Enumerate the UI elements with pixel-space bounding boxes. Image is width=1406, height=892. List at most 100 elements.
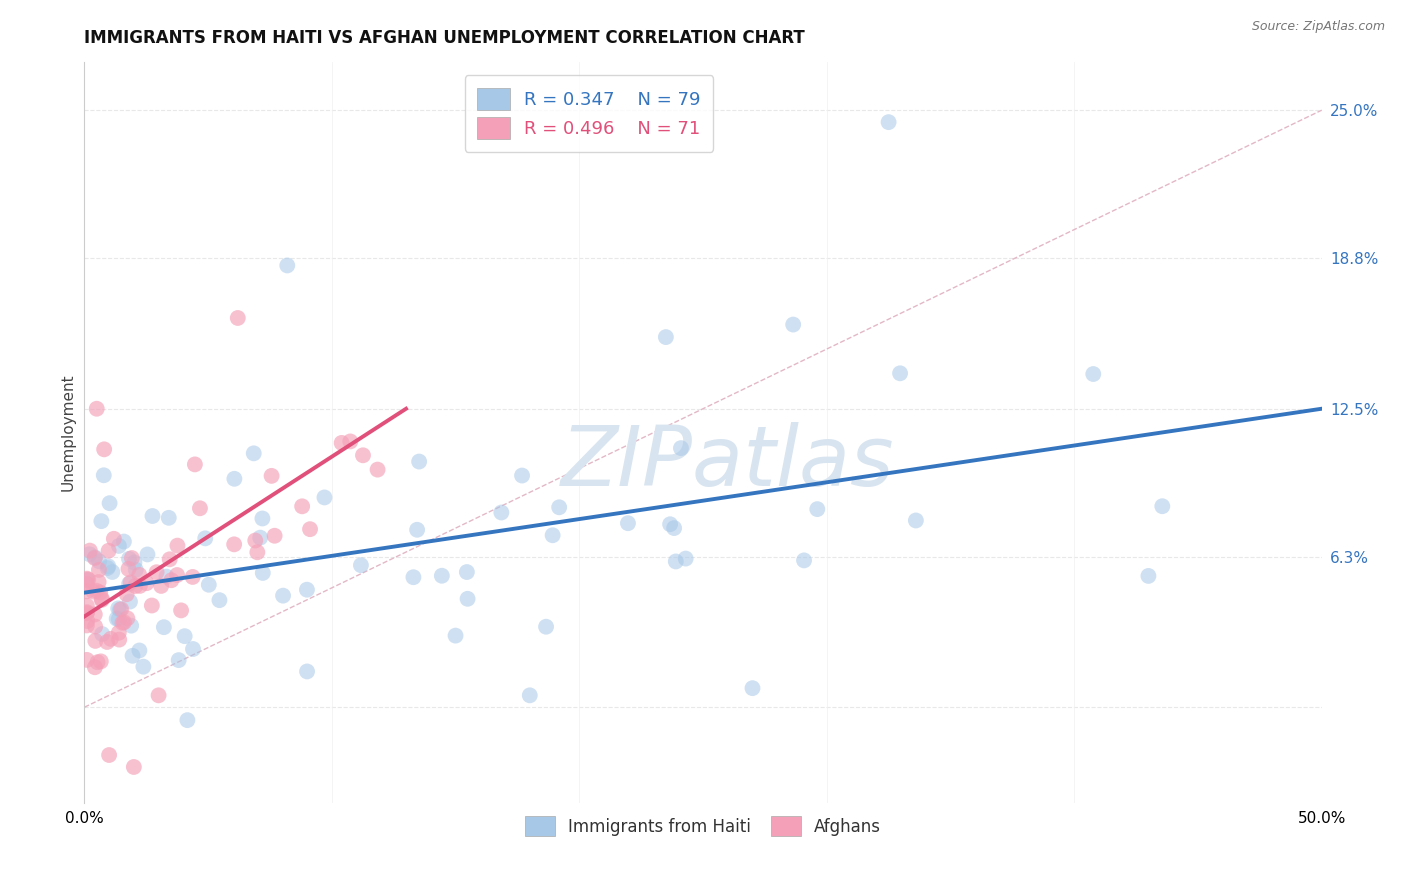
Y-axis label: Unemployment: Unemployment xyxy=(60,374,76,491)
Point xyxy=(77,573,100,587)
Point xyxy=(430,568,453,582)
Point xyxy=(108,539,131,553)
Point xyxy=(100,632,122,646)
Point xyxy=(208,593,231,607)
Point xyxy=(806,502,828,516)
Point xyxy=(889,366,911,380)
Point xyxy=(118,551,141,566)
Point xyxy=(90,654,112,668)
Point xyxy=(125,563,148,577)
Point xyxy=(675,551,697,566)
Point xyxy=(79,547,101,561)
Point xyxy=(541,528,564,542)
Point xyxy=(84,550,107,565)
Point xyxy=(330,436,353,450)
Legend: Immigrants from Haiti, Afghans: Immigrants from Haiti, Afghans xyxy=(515,806,891,847)
Point xyxy=(184,458,207,472)
Point xyxy=(491,506,513,520)
Point xyxy=(76,577,98,591)
Point xyxy=(107,625,129,640)
Point xyxy=(76,572,98,586)
Point xyxy=(103,532,125,546)
Point xyxy=(352,448,374,462)
Point xyxy=(141,508,163,523)
Point xyxy=(276,259,298,273)
Point xyxy=(79,543,101,558)
Point xyxy=(1137,569,1160,583)
Point xyxy=(112,534,135,549)
Point xyxy=(117,562,139,576)
Text: Source: ZipAtlas.com: Source: ZipAtlas.com xyxy=(1251,20,1385,33)
Point xyxy=(118,576,141,591)
Point xyxy=(105,612,128,626)
Point xyxy=(665,554,688,568)
Point xyxy=(120,575,142,590)
Point xyxy=(904,513,927,527)
Point xyxy=(150,579,173,593)
Point xyxy=(97,561,120,575)
Point xyxy=(107,612,129,626)
Point xyxy=(406,523,429,537)
Point xyxy=(160,573,183,587)
Point xyxy=(96,635,118,649)
Text: ZIPatlas: ZIPatlas xyxy=(561,422,894,503)
Point xyxy=(782,318,804,332)
Point xyxy=(86,655,108,669)
Point xyxy=(87,574,110,589)
Point xyxy=(291,500,314,514)
Point xyxy=(83,607,105,622)
Point xyxy=(1083,367,1105,381)
Point xyxy=(76,606,98,620)
Point xyxy=(617,516,640,531)
Point xyxy=(90,593,112,607)
Point xyxy=(519,689,541,703)
Point xyxy=(793,553,815,567)
Point xyxy=(91,592,114,607)
Point xyxy=(155,569,177,583)
Point xyxy=(655,330,678,344)
Point xyxy=(153,620,176,634)
Point xyxy=(350,558,373,573)
Point xyxy=(76,653,98,667)
Point xyxy=(89,554,111,568)
Point xyxy=(877,115,900,129)
Point xyxy=(260,468,283,483)
Point xyxy=(98,496,121,510)
Point xyxy=(76,614,98,628)
Point xyxy=(76,618,98,632)
Point xyxy=(534,620,557,634)
Point xyxy=(115,587,138,601)
Point xyxy=(548,500,571,515)
Point xyxy=(159,552,181,566)
Point xyxy=(173,629,195,643)
Point xyxy=(188,501,211,516)
Point xyxy=(166,568,188,582)
Point xyxy=(122,760,145,774)
Point xyxy=(444,629,467,643)
Point xyxy=(83,551,105,566)
Point xyxy=(128,579,150,593)
Point xyxy=(194,532,217,546)
Point xyxy=(108,603,131,617)
Point xyxy=(128,567,150,582)
Point xyxy=(457,591,479,606)
Point xyxy=(107,601,129,615)
Point xyxy=(249,531,271,545)
Point xyxy=(132,659,155,673)
Point xyxy=(252,566,274,580)
Point xyxy=(121,648,143,663)
Point xyxy=(84,634,107,648)
Point xyxy=(141,599,163,613)
Text: IMMIGRANTS FROM HAITI VS AFGHAN UNEMPLOYMENT CORRELATION CHART: IMMIGRANTS FROM HAITI VS AFGHAN UNEMPLOY… xyxy=(84,29,806,47)
Point xyxy=(245,533,267,548)
Point xyxy=(91,627,114,641)
Point xyxy=(148,689,170,703)
Point xyxy=(98,747,121,762)
Point xyxy=(198,578,221,592)
Point xyxy=(456,565,478,579)
Point xyxy=(145,566,167,580)
Point xyxy=(224,472,246,486)
Point xyxy=(110,602,132,616)
Point xyxy=(128,643,150,657)
Point xyxy=(124,579,146,593)
